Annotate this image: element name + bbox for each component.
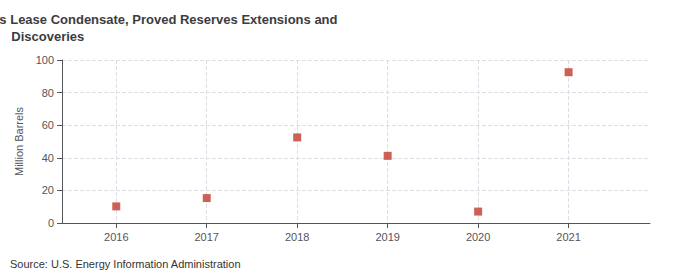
svg-text:2021: 2021	[556, 231, 580, 243]
svg-text:Discoveries: Discoveries	[11, 29, 84, 44]
svg-text:2016: 2016	[104, 231, 128, 243]
svg-text:20: 20	[42, 184, 54, 196]
svg-text:100: 100	[36, 54, 54, 66]
svg-text:Source: U.S. Energy Informatio: Source: U.S. Energy Information Administ…	[10, 258, 241, 270]
svg-text:Annual New Mexico Natural Gas: Annual New Mexico Natural Gas Liquids Le…	[0, 12, 338, 27]
svg-text:40: 40	[42, 152, 54, 164]
svg-text:2020: 2020	[466, 231, 490, 243]
svg-text:0: 0	[48, 217, 54, 229]
svg-text:2017: 2017	[194, 231, 218, 243]
svg-text:2018: 2018	[285, 231, 309, 243]
svg-text:Million Barrels: Million Barrels	[13, 106, 25, 176]
svg-text:2019: 2019	[375, 231, 399, 243]
svg-text:60: 60	[42, 119, 54, 131]
svg-text:80: 80	[42, 87, 54, 99]
